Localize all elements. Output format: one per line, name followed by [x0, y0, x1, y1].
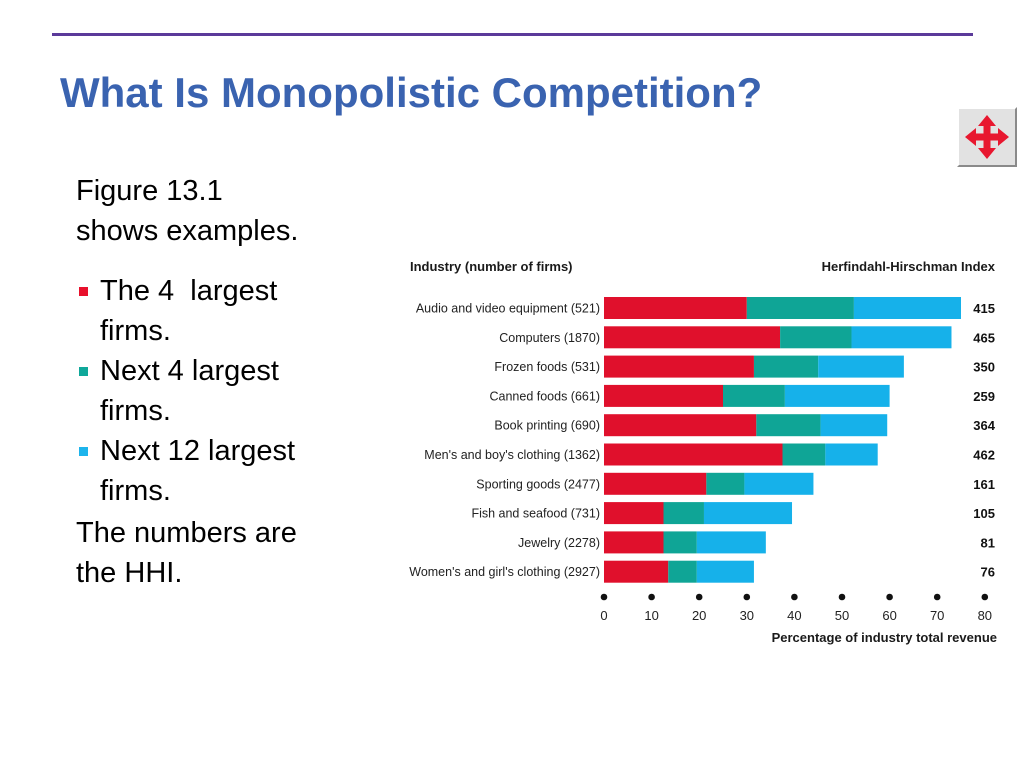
bar-segment-s2: [668, 560, 697, 583]
bar-segment-s1: [604, 531, 664, 554]
bar-segment-s2: [746, 297, 854, 319]
category-label: Women's and girl's clothing (2927): [409, 565, 600, 579]
x-tick-label: 20: [692, 608, 706, 623]
bullet-next12: Next 12 largest firms.: [76, 431, 366, 511]
hhi-value: 259: [973, 389, 995, 404]
bar-segment-s3: [703, 502, 793, 525]
bar-segment-s2: [706, 472, 745, 495]
category-label: Audio and video equipment (521): [416, 302, 600, 316]
x-tick-label: 60: [882, 608, 896, 623]
bar-segment-s2: [663, 502, 704, 525]
slide-body: Figure 13.1 shows examples. The 4 larges…: [76, 171, 366, 593]
bar-segment-s3: [820, 414, 888, 437]
bullet-next12-line-2: firms.: [100, 475, 171, 507]
bar-segment-s3: [818, 355, 904, 378]
bullet-next12-line-1: Next 12 largest: [100, 435, 296, 467]
axis-tick-dot: [743, 593, 751, 601]
bar-segment-s1: [604, 355, 754, 378]
hhi-value: 350: [973, 360, 995, 375]
bar-segment-s3: [851, 326, 952, 349]
category-label: Jewelry (2278): [518, 536, 600, 550]
axis-tick-dot: [791, 593, 798, 601]
chart-right-header: Herfindahl-Hirschman Index: [822, 259, 996, 274]
axis-tick-dot: [933, 593, 941, 601]
intro-line-1: Figure 13.1: [76, 175, 223, 207]
axis-tick-dot: [695, 593, 703, 601]
bullet-square-blue: [79, 447, 88, 456]
navigation-button[interactable]: [957, 107, 1017, 167]
x-axis-label: Percentage of industry total revenue: [772, 630, 997, 645]
category-label: Computers (1870): [499, 331, 600, 345]
bar-segment-s1: [604, 472, 707, 495]
bar-segment-s3: [696, 531, 766, 554]
outro-line-2: the HHI.: [76, 557, 183, 589]
hhi-value: 161: [973, 477, 995, 492]
x-tick-label: 80: [978, 608, 992, 623]
bullet-square-red: [79, 287, 88, 296]
bar-segment-s1: [604, 326, 781, 349]
intro-line-2: shows examples.: [76, 215, 299, 247]
title-rule: [52, 33, 973, 36]
bullet-top4-line-2: firms.: [100, 315, 171, 347]
bar-segment-s2: [782, 443, 826, 466]
bar-segment-s1: [604, 384, 723, 407]
chart-left-header: Industry (number of firms): [410, 259, 573, 274]
bar-segment-s2: [663, 531, 697, 554]
axis-tick-dot: [886, 593, 893, 601]
bar-segment-s1: [604, 560, 669, 583]
x-tick-label: 10: [644, 608, 658, 623]
bullet-next4: Next 4 largest firms.: [76, 351, 366, 431]
x-tick-label: 50: [835, 608, 849, 623]
hhi-value: 105: [973, 506, 995, 521]
category-label: Men's and boy's clothing (1362): [424, 448, 600, 462]
x-tick-label: 30: [740, 608, 754, 623]
bar-segment-s3: [825, 443, 878, 466]
bullet-next4-line-1: Next 4 largest: [100, 355, 279, 387]
outro-line-1: The numbers are: [76, 517, 297, 549]
bullet-top4: The 4 largest firms.: [76, 271, 366, 351]
axis-tick-dot: [648, 593, 655, 601]
bullet-next4-line-2: firms.: [100, 395, 171, 427]
x-tick-label: 40: [787, 608, 801, 623]
bar-segment-s3: [696, 560, 754, 583]
category-label: Canned foods (661): [490, 389, 601, 403]
category-label: Fish and seafood (731): [471, 507, 600, 521]
x-tick-label: 70: [930, 608, 944, 623]
bar-segment-s2: [756, 414, 821, 437]
axis-tick-dot: [981, 593, 989, 601]
axis-tick-dot: [838, 593, 846, 601]
bar-segment-s1: [604, 443, 783, 466]
hhi-value: 462: [973, 448, 995, 463]
bar-segment-s2: [780, 326, 852, 349]
category-label: Book printing (690): [494, 419, 600, 433]
category-label: Frozen foods (531): [494, 360, 600, 374]
four-way-arrows-icon: [965, 115, 1009, 159]
bar-segment-s1: [604, 502, 664, 525]
bullet-top4-line-1: The 4 largest: [100, 275, 278, 307]
bar-segment-s1: [604, 414, 757, 437]
hhi-value: 81: [981, 535, 995, 550]
bar-segment-s3: [784, 384, 890, 407]
slide-title: What Is Monopolistic Competition?: [60, 69, 763, 116]
axis-tick-dot: [600, 593, 608, 601]
bar-segment-s2: [753, 355, 819, 378]
hhi-value: 364: [973, 418, 995, 433]
bullet-square-green: [79, 367, 88, 376]
bar-segment-s1: [604, 297, 747, 319]
intro-text: Figure 13.1 shows examples.: [76, 171, 366, 251]
bar-segment-s3: [744, 472, 814, 495]
bar-segment-s3: [853, 297, 961, 319]
hhi-value: 465: [973, 330, 995, 345]
bar-segment-s2: [723, 384, 785, 407]
hhi-value: 415: [973, 301, 995, 316]
outro-text: The numbers are the HHI.: [76, 513, 366, 593]
category-label: Sporting goods (2477): [476, 477, 600, 491]
x-tick-label: 0: [600, 608, 607, 623]
hhi-value: 76: [981, 565, 995, 580]
